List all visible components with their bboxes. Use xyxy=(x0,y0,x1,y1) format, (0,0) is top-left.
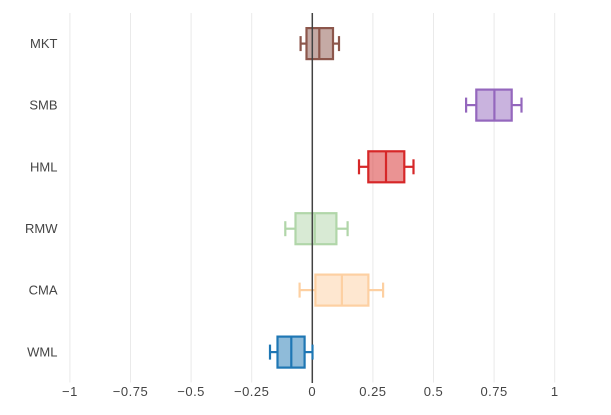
svg-text:WML: WML xyxy=(27,345,57,360)
svg-text:0.75: 0.75 xyxy=(480,384,507,399)
svg-text:CMA: CMA xyxy=(29,283,58,298)
svg-text:MKT: MKT xyxy=(30,36,58,51)
svg-text:SMB: SMB xyxy=(29,98,57,113)
svg-text:−0.5: −0.5 xyxy=(177,384,205,399)
svg-text:1: 1 xyxy=(551,384,559,399)
svg-text:0.25: 0.25 xyxy=(359,384,386,399)
svg-text:−0.75: −0.75 xyxy=(113,384,148,399)
svg-text:−0.25: −0.25 xyxy=(234,384,269,399)
svg-text:−1: −1 xyxy=(62,384,78,399)
svg-text:RMW: RMW xyxy=(25,221,58,236)
svg-text:0: 0 xyxy=(308,384,316,399)
svg-text:0.5: 0.5 xyxy=(424,384,444,399)
svg-text:HML: HML xyxy=(30,159,57,174)
